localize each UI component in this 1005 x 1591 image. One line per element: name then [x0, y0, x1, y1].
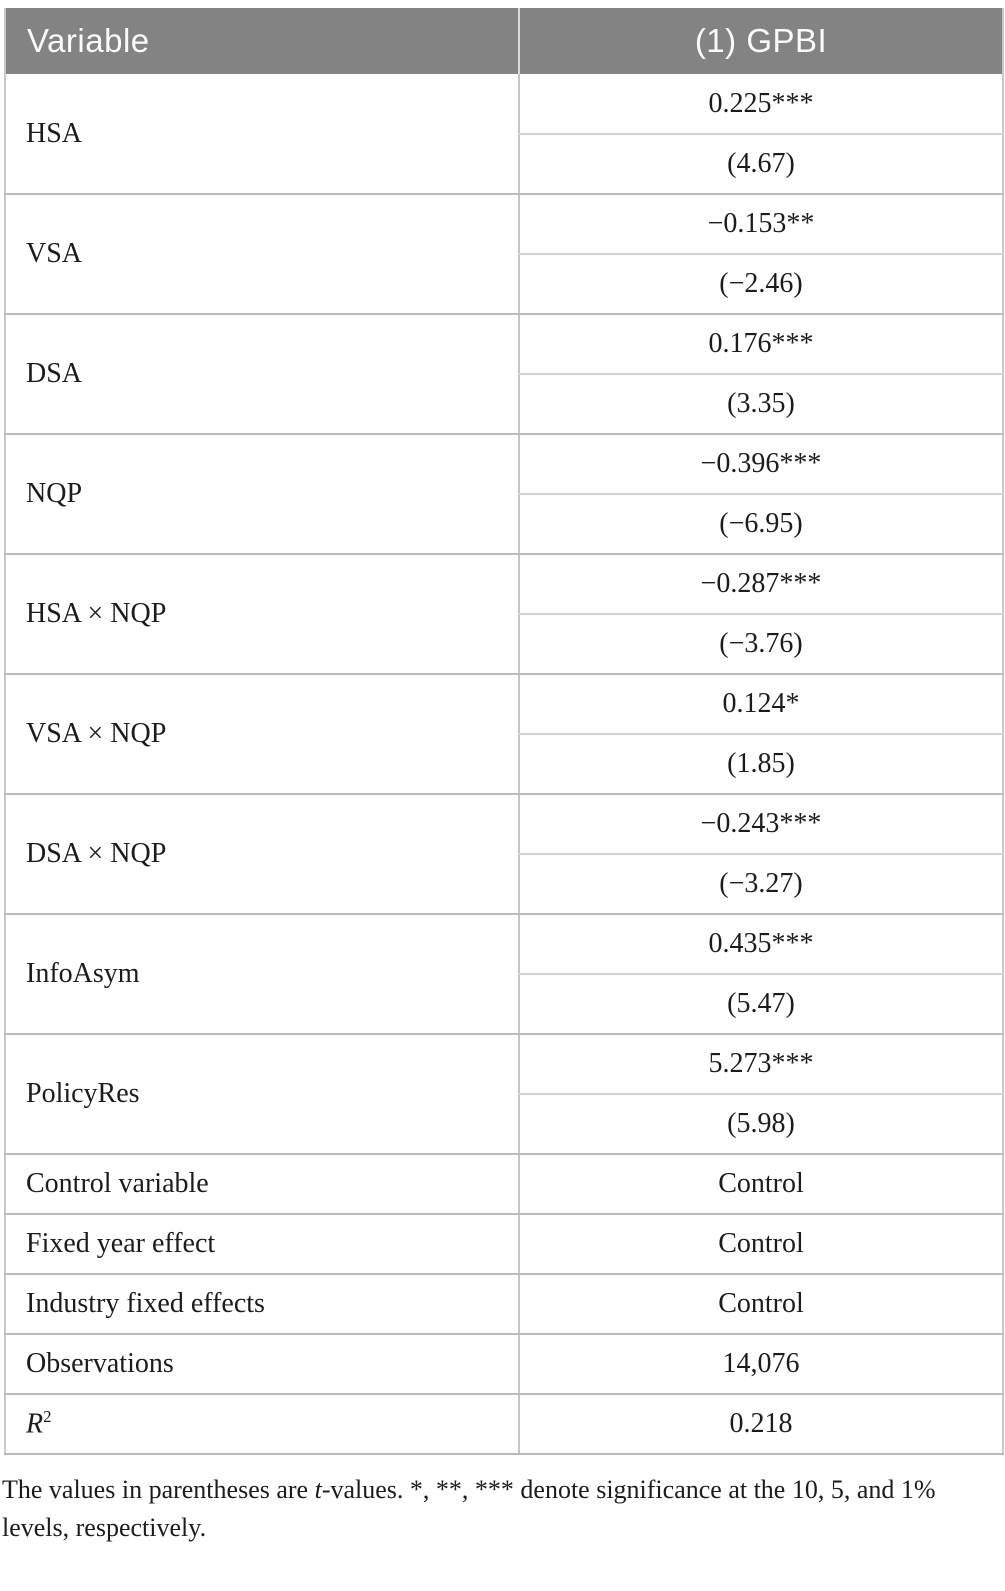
- summary-value: Control: [518, 1274, 1003, 1335]
- coef-value: 0.435***: [518, 914, 1003, 975]
- t-value: (−2.46): [518, 254, 1003, 315]
- row-label-dsa-x-nqp: DSA × NQP: [5, 794, 519, 915]
- t-value: (−6.95): [518, 494, 1003, 555]
- t-value: (−3.76): [518, 614, 1003, 675]
- t-value: (3.35): [518, 374, 1003, 435]
- table-row: (−3.27): [5, 854, 1003, 915]
- page: Variable (1) GPBI HSA 0.225*** (4.67) VS…: [0, 8, 1005, 1591]
- row-label-observations: Observations: [5, 1334, 519, 1395]
- coef-value: 0.225***: [518, 74, 1003, 135]
- table-row: DSA × NQP −0.243***: [5, 794, 1003, 915]
- table-row: InfoAsym 0.435***: [5, 914, 1003, 1035]
- table-row: NQP −0.396***: [5, 434, 1003, 555]
- row-label-r-squared: R2: [5, 1394, 519, 1455]
- footnote-italic-t: t: [314, 1475, 322, 1504]
- table-row: (4.67): [5, 134, 1003, 195]
- header-row: Variable (1) GPBI: [5, 8, 1003, 74]
- row-label-nqp: NQP: [5, 434, 519, 555]
- footnote-text-1: The values in parentheses are: [2, 1475, 315, 1504]
- t-value: (5.98): [518, 1094, 1003, 1155]
- row-label-policyres: PolicyRes: [5, 1034, 519, 1155]
- row-label-fixed-year-effect: Fixed year effect: [5, 1214, 519, 1275]
- coef-value: −0.287***: [518, 554, 1003, 615]
- r-squared-exponent: 2: [43, 1407, 52, 1427]
- header-variable: Variable: [5, 8, 519, 74]
- table-row: (5.98): [5, 1094, 1003, 1155]
- coef-value: 5.273***: [518, 1034, 1003, 1095]
- table-row: HSA 0.225***: [5, 74, 1003, 195]
- table-row: (−2.46): [5, 254, 1003, 315]
- table-row: DSA 0.176***: [5, 314, 1003, 435]
- table-footnote: The values in parentheses are t-values. …: [2, 1471, 995, 1546]
- t-value: (5.47): [518, 974, 1003, 1035]
- table-row: HSA × NQP −0.287***: [5, 554, 1003, 675]
- row-label-dsa: DSA: [5, 314, 519, 435]
- table-row: (3.35): [5, 374, 1003, 435]
- t-value: (1.85): [518, 734, 1003, 795]
- coef-value: −0.153**: [518, 194, 1003, 255]
- summary-value: Control: [518, 1214, 1003, 1275]
- t-value: (4.67): [518, 134, 1003, 195]
- row-label-hsa: HSA: [5, 74, 519, 195]
- coef-value: 0.176***: [518, 314, 1003, 375]
- header-model-gpbi: (1) GPBI: [518, 8, 1003, 74]
- row-label-control-variable: Control variable: [5, 1154, 519, 1215]
- table-row: Fixed year effect Control: [5, 1214, 1003, 1275]
- table-row: PolicyRes 5.273***: [5, 1034, 1003, 1155]
- row-label-infoasym: InfoAsym: [5, 914, 519, 1035]
- coef-value: 0.124*: [518, 674, 1003, 735]
- t-value: (−3.27): [518, 854, 1003, 915]
- coef-value: −0.396***: [518, 434, 1003, 495]
- footnote-text-2: -values. *, **, *** denote significance …: [2, 1475, 936, 1542]
- table-row: Industry fixed effects Control: [5, 1274, 1003, 1335]
- summary-value: 0.218: [518, 1394, 1003, 1455]
- table-header: Variable (1) GPBI: [5, 8, 1003, 74]
- row-label-vsa-x-nqp: VSA × NQP: [5, 674, 519, 795]
- table-row: (−6.95): [5, 494, 1003, 555]
- row-label-vsa: VSA: [5, 194, 519, 315]
- table-row: VSA −0.153**: [5, 194, 1003, 315]
- coef-value: −0.243***: [518, 794, 1003, 855]
- regression-table: Variable (1) GPBI HSA 0.225*** (4.67) VS…: [4, 8, 1004, 1455]
- table-row: Observations 14,076: [5, 1334, 1003, 1395]
- table-row: Control variable Control: [5, 1154, 1003, 1215]
- table-body: HSA 0.225*** (4.67) VSA −0.153** (−2.46)…: [5, 74, 1003, 1455]
- table-row: R2 0.218: [5, 1394, 1003, 1455]
- summary-value: 14,076: [518, 1334, 1003, 1395]
- table-row: (5.47): [5, 974, 1003, 1035]
- summary-value: Control: [518, 1154, 1003, 1215]
- table-row: (1.85): [5, 734, 1003, 795]
- table-row: (−3.76): [5, 614, 1003, 675]
- row-label-industry-fixed-effects: Industry fixed effects: [5, 1274, 519, 1335]
- row-label-hsa-x-nqp: HSA × NQP: [5, 554, 519, 675]
- r-squared-base: R: [26, 1408, 44, 1440]
- table-row: VSA × NQP 0.124*: [5, 674, 1003, 795]
